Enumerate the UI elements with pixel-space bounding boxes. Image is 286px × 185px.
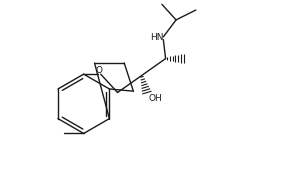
Text: HN: HN <box>150 33 164 42</box>
Text: OH: OH <box>149 95 162 103</box>
Text: O: O <box>96 66 103 75</box>
